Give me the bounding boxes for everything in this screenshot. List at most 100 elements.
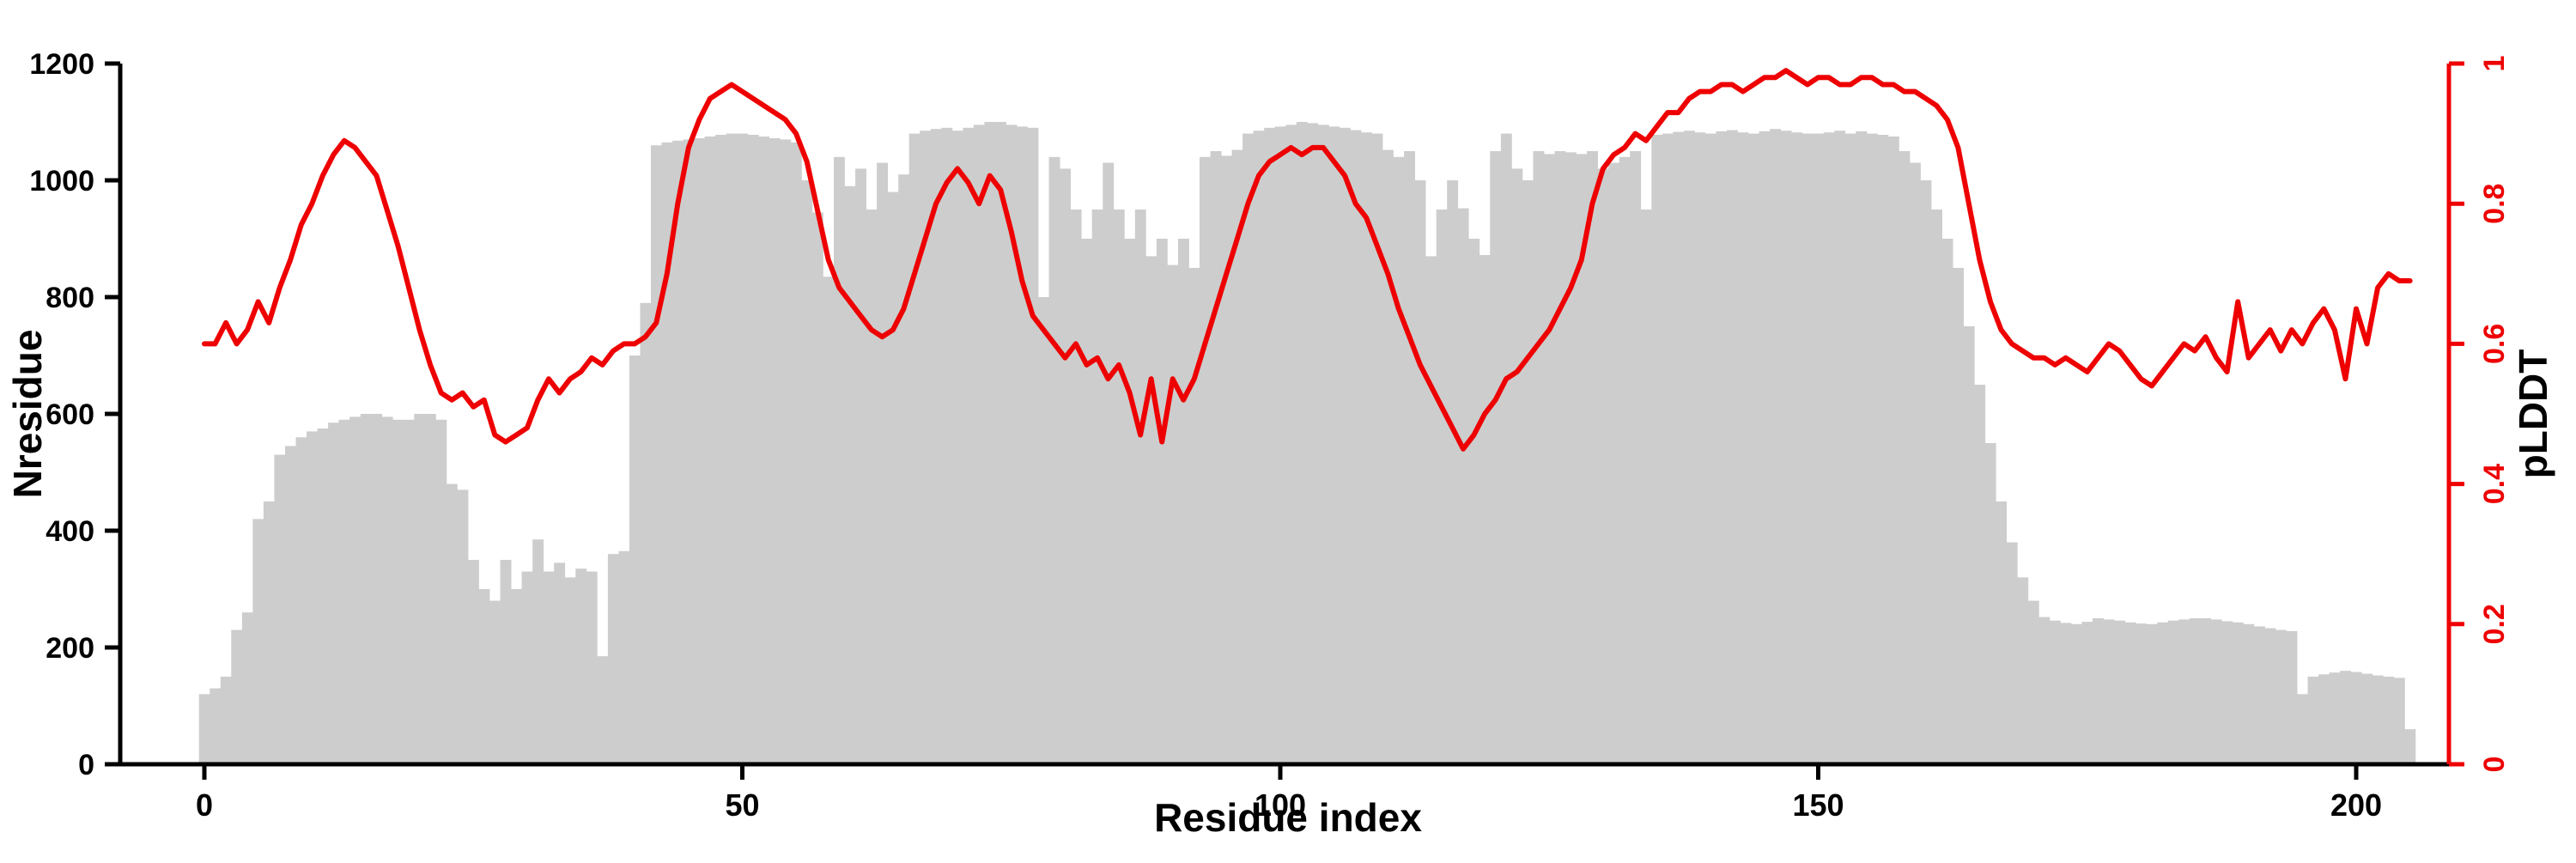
bar — [2318, 674, 2330, 764]
bar — [629, 356, 641, 764]
bar — [1791, 132, 1803, 764]
bar — [2081, 622, 2093, 764]
bar — [1479, 255, 1491, 764]
bar — [1285, 125, 1297, 764]
bar — [1910, 162, 1921, 765]
bar — [1425, 256, 1437, 764]
bar — [2340, 671, 2352, 764]
bar — [2103, 619, 2115, 764]
bar — [1576, 154, 1588, 764]
bar — [1748, 133, 1759, 765]
bar — [1371, 133, 1383, 765]
bar — [1350, 130, 1362, 764]
bar — [672, 140, 683, 765]
bar — [1060, 168, 1071, 764]
bar — [823, 277, 835, 764]
bar — [1759, 131, 1771, 764]
bar — [801, 180, 813, 764]
right-tick-label: 1 — [2478, 56, 2511, 72]
bar — [446, 483, 458, 764]
bar — [403, 419, 415, 764]
bar — [1188, 268, 1200, 764]
bar — [1587, 151, 1598, 764]
plddt-line — [202, 68, 2413, 452]
bar — [2200, 618, 2212, 764]
bar — [1264, 127, 1276, 765]
bar — [2178, 619, 2190, 764]
bar — [1856, 131, 1868, 764]
bar — [252, 519, 264, 764]
left-tick-label: 0 — [78, 749, 94, 781]
bar — [1608, 162, 1620, 765]
bar — [2350, 672, 2362, 764]
bar — [2221, 621, 2233, 764]
plddt-line-layer — [202, 68, 2413, 452]
bar — [231, 629, 243, 764]
bar — [651, 145, 662, 764]
bar — [1597, 168, 1609, 764]
bar — [1339, 127, 1351, 765]
bar — [1414, 180, 1426, 764]
bar — [1737, 132, 1749, 764]
bar — [2232, 622, 2244, 764]
bar — [2124, 622, 2136, 764]
bar — [780, 139, 792, 764]
x-tick-label: 200 — [2330, 787, 2382, 823]
x-tick-label: 100 — [1255, 787, 1306, 823]
right-tick-label: 0.4 — [2478, 464, 2511, 504]
bar — [1447, 180, 1459, 764]
right-tick-label: 0.8 — [2478, 184, 2511, 224]
bar — [1823, 132, 1835, 764]
bar — [737, 133, 749, 765]
bar — [295, 437, 307, 764]
bar — [1813, 133, 1825, 765]
bar — [1887, 137, 1899, 764]
bar — [1436, 210, 1448, 764]
bar — [1134, 210, 1146, 764]
bar — [307, 431, 318, 764]
bar — [274, 454, 286, 764]
bar — [715, 135, 727, 764]
bar — [2189, 618, 2201, 764]
bar — [2210, 619, 2222, 764]
bar — [1877, 135, 1889, 764]
left-tick-label: 200 — [46, 632, 94, 665]
bar — [898, 174, 910, 764]
bar — [1544, 154, 1555, 764]
bar — [887, 191, 899, 765]
bar — [769, 138, 781, 764]
bar — [844, 185, 856, 765]
bar — [2243, 623, 2255, 764]
bar — [963, 127, 975, 765]
bar — [349, 416, 361, 764]
bar — [1511, 168, 1523, 764]
bar — [500, 560, 512, 764]
bar — [2329, 672, 2341, 764]
bar — [543, 571, 555, 764]
bar — [951, 131, 963, 764]
x-tick-label: 50 — [725, 787, 759, 823]
bar — [995, 122, 1006, 764]
bar — [371, 414, 383, 764]
bar — [2146, 623, 2158, 764]
bar — [1630, 151, 1642, 764]
bar — [1274, 126, 1286, 764]
bar — [328, 422, 339, 764]
bar — [1490, 151, 1502, 764]
bar — [457, 489, 469, 764]
left-tick-label: 400 — [46, 515, 94, 548]
bar — [1242, 133, 1254, 765]
bar — [1996, 501, 2008, 764]
bar — [2264, 628, 2276, 764]
bar — [984, 122, 996, 764]
bar — [338, 419, 350, 764]
bar — [1317, 125, 1329, 764]
bar — [285, 446, 296, 764]
bar — [1048, 156, 1060, 765]
bar — [489, 600, 501, 764]
x-tick-label: 150 — [1792, 787, 1844, 823]
bar — [2006, 542, 2018, 764]
left-tick-label: 800 — [46, 282, 94, 314]
bar — [478, 589, 490, 764]
